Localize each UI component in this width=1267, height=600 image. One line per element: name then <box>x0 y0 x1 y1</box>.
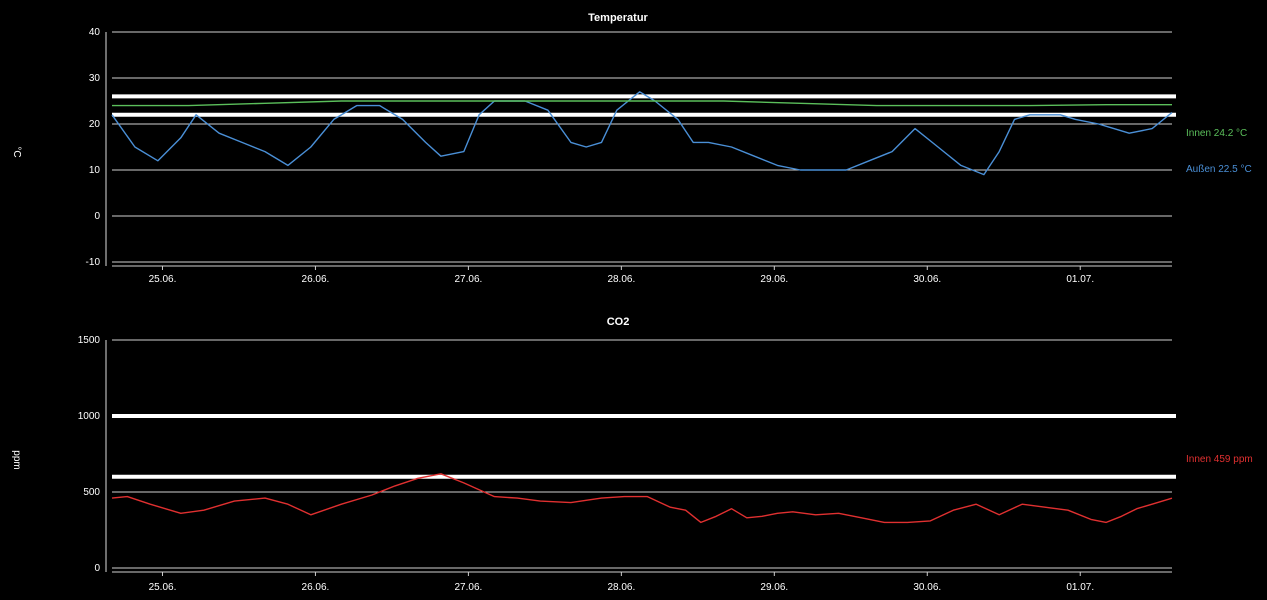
co2-x-ticks: 25.06. 26.06. 27.06. 28.06. 29.06. 30.06. 01.0… <box>149 572 1094 593</box>
co2-x-tick-label: 01.07. <box>1066 582 1094 593</box>
legend-aussen-temperature: Außen 22.5 °C <box>1186 164 1252 175</box>
temperature-y-tick-label: 0 <box>94 211 100 222</box>
temperature-y-tick-label: 30 <box>89 73 101 84</box>
temperature-x-tick-label: 27.06. <box>454 274 482 285</box>
legend-innen-co2: Innen 459 ppm <box>1186 454 1253 465</box>
temperature-x-tick-label: 29.06. <box>760 274 788 285</box>
co2-x-tick-label: 30.06. <box>913 582 941 593</box>
temperature-y-axis-label: °C <box>11 146 22 157</box>
temperature-y-tick-label: 10 <box>89 165 101 176</box>
co2-grid: 1500 1000 500 0 <box>78 335 1176 574</box>
co2-x-tick-label: 27.06. <box>454 582 482 593</box>
co2-chart-title: CO2 <box>607 316 630 328</box>
co2-x-tick-label: 25.06. <box>149 582 177 593</box>
co2-y-tick-label: 1000 <box>78 411 101 422</box>
co2-x-tick-label: 28.06. <box>607 582 635 593</box>
co2-x-tick-label: 29.06. <box>760 582 788 593</box>
temperature-x-ticks: 25.06. 26.06. 27.06. 28.06. 29.06. 30.06. 01.0… <box>149 266 1094 285</box>
temperature-chart-title: Temperatur <box>588 12 648 24</box>
temperature-x-tick-label: 26.06. <box>302 274 330 285</box>
co2-y-tick-label: 0 <box>94 563 100 574</box>
temperature-y-tick-label: 20 <box>89 119 101 130</box>
co2-series <box>111 473 1173 524</box>
temperature-x-tick-label: 25.06. <box>149 274 177 285</box>
co2-y-tick-label: 500 <box>83 487 100 498</box>
legend-innen-temperature: Innen 24.2 °C <box>1186 128 1247 139</box>
temperature-x-tick-label: 28.06. <box>607 274 635 285</box>
co2-series-innen <box>111 473 1173 524</box>
temperature-series-auen <box>111 91 1173 176</box>
temperature-series <box>111 91 1173 176</box>
temperature-series-innen <box>112 100 1172 107</box>
temperature-grid: 40 30 20 10 0 -10 <box>86 27 1176 268</box>
co2-y-axis-label: ppm <box>11 450 22 469</box>
temperature-x-tick-label: 30.06. <box>913 274 941 285</box>
temperature-y-tick-label: -10 <box>86 257 101 268</box>
co2-y-tick-label: 1500 <box>78 335 101 346</box>
co2-x-tick-label: 26.06. <box>302 582 330 593</box>
temperature-x-tick-label: 01.07. <box>1066 274 1094 285</box>
temperature-y-tick-label: 40 <box>89 27 101 38</box>
